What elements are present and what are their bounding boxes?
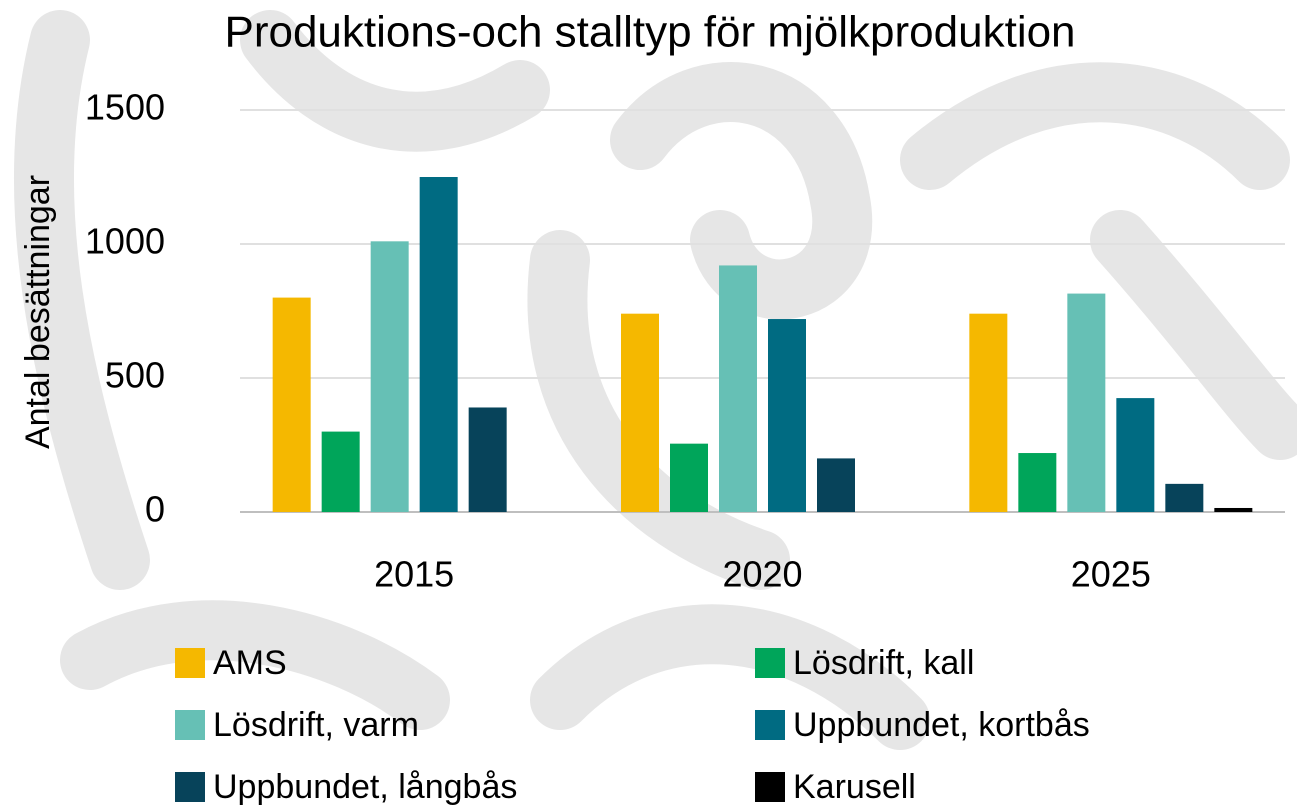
y-tick-label: 1000	[85, 221, 165, 262]
bar	[1018, 453, 1057, 512]
legend-label: AMS	[213, 644, 287, 682]
y-tick-label: 1500	[85, 87, 165, 128]
legend-swatch	[175, 710, 205, 740]
legend-label: Karusell	[793, 768, 916, 806]
legend-swatch	[755, 648, 785, 678]
bar	[670, 443, 708, 512]
bar	[419, 177, 458, 512]
bar	[1116, 398, 1155, 512]
bar	[768, 319, 806, 512]
chart-title: Produktions-och stalltyp för mjölkproduk…	[224, 8, 1075, 57]
bar	[719, 265, 757, 512]
watermark	[13, 10, 1297, 750]
legend-swatch	[755, 710, 785, 740]
bar	[1067, 293, 1106, 512]
bar	[1214, 507, 1253, 512]
legend-label: Lösdrift, kall	[793, 644, 974, 682]
legend-swatch	[755, 772, 785, 802]
x-tick-label: 2015	[374, 554, 454, 595]
bar	[969, 313, 1008, 512]
x-tick-label: 2020	[722, 554, 802, 595]
bar	[321, 431, 360, 512]
x-tick-label: 2025	[1071, 554, 1151, 595]
legend-label: Uppbundet, kortbås	[793, 706, 1090, 744]
bar	[468, 407, 507, 512]
bar	[370, 241, 409, 512]
y-axis-label: Antal besättningar	[19, 175, 57, 449]
y-tick-label: 500	[105, 355, 165, 396]
bar	[272, 297, 311, 512]
legend-swatch	[175, 772, 205, 802]
bar	[817, 458, 855, 512]
y-tick-label: 0	[145, 489, 165, 530]
bar	[621, 313, 659, 512]
legend-label: Lösdrift, varm	[213, 706, 419, 744]
bar	[1165, 483, 1204, 512]
legend-swatch	[175, 648, 205, 678]
legend-label: Uppbundet, långbås	[213, 768, 517, 806]
